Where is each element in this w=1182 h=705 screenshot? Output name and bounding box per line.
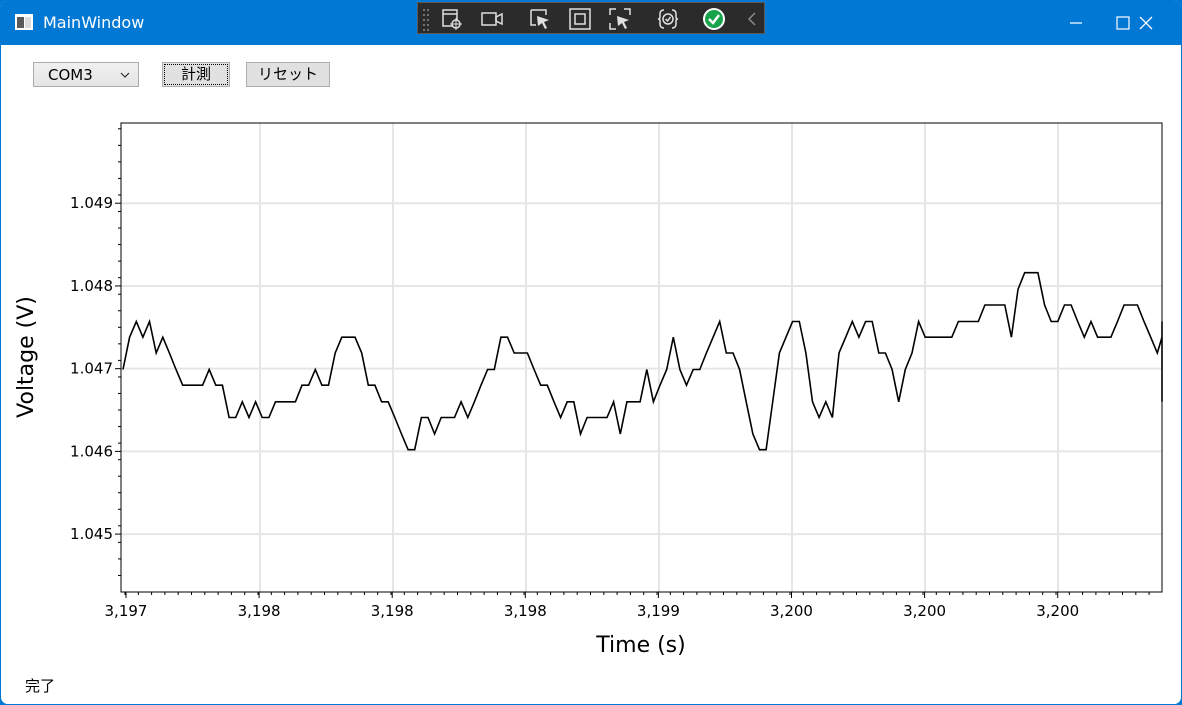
debug-toolbar — [417, 2, 765, 34]
x-tick-label: 3,197 — [105, 602, 148, 620]
y-tick-label: 1.047 — [70, 360, 113, 378]
y-tick-label: 1.049 — [70, 194, 113, 212]
video-camera-icon[interactable] — [480, 7, 504, 31]
select-element-icon[interactable] — [528, 7, 552, 31]
x-tick-label: 3,198 — [504, 602, 547, 620]
display-layout-adorners-icon[interactable] — [568, 7, 592, 31]
y-tick-label: 1.046 — [70, 442, 113, 460]
x-tick-label: 3,200 — [903, 602, 946, 620]
com-port-select[interactable]: COM3 — [33, 62, 139, 87]
track-focused-element-icon[interactable] — [608, 7, 632, 31]
window-title: MainWindow — [43, 13, 145, 32]
x-tick-label: 3,200 — [770, 602, 813, 620]
voltage-series-line — [122, 271, 1163, 451]
status-text: 完了 — [25, 677, 56, 695]
x-tick-label: 3,198 — [371, 602, 414, 620]
y-axis: 1.045 1.046 1.047 1.048 1.049 — [70, 128, 121, 576]
maximize-button[interactable] — [1099, 1, 1145, 45]
live-visual-tree-icon[interactable] — [440, 7, 464, 31]
reset-button[interactable]: リセット — [246, 62, 330, 87]
toolbar-grip-icon[interactable] — [422, 7, 430, 31]
y-axis-title: Voltage (V) — [14, 296, 39, 418]
x-tick-label: 3,200 — [1036, 602, 1079, 620]
title-bar[interactable]: MainWindow — [1, 1, 1181, 45]
x-tick-label: 3,199 — [637, 602, 680, 620]
measure-button[interactable]: 計測 — [162, 62, 230, 87]
x-tick-label: 3,198 — [238, 602, 281, 620]
com-port-value: COM3 — [48, 66, 93, 84]
y-tick-label: 1.045 — [70, 525, 113, 543]
binding-failures-icon[interactable] — [656, 7, 680, 31]
x-axis: 3,197 3,198 3,198 3,198 3,199 3,200 3,200 3,200 — [105, 592, 1150, 620]
close-button[interactable] — [1123, 1, 1169, 45]
plot-area-border — [120, 122, 1163, 593]
minimize-button[interactable] — [1053, 1, 1099, 45]
app-window-icon — [15, 14, 33, 30]
hot-reload-check-icon[interactable] — [702, 7, 726, 31]
x-axis-title: Time (s) — [595, 633, 685, 658]
chart-grid — [121, 123, 1162, 592]
chevron-down-icon — [120, 72, 130, 78]
y-tick-label: 1.048 — [70, 277, 113, 295]
collapse-toolbar-chevron-icon[interactable] — [740, 7, 764, 31]
